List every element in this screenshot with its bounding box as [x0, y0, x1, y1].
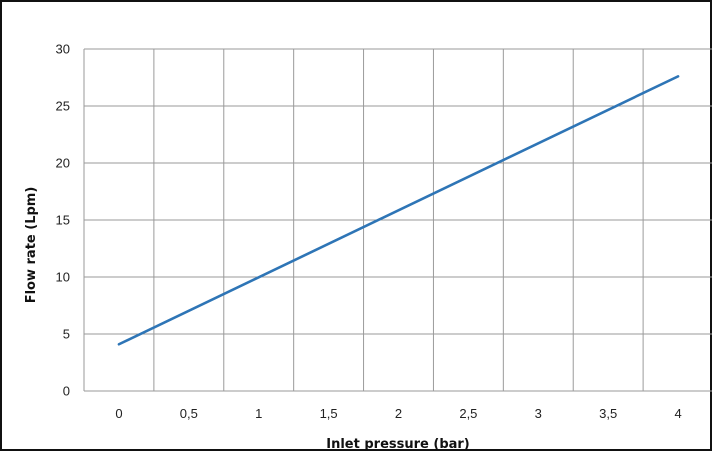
- series-layer: [117, 75, 680, 346]
- x-tick-label: 2,5: [459, 406, 477, 421]
- y-tick-label: 30: [56, 42, 70, 57]
- x-tick-label: 4: [674, 406, 681, 421]
- y-tick-label: 5: [63, 327, 70, 342]
- x-tick-label: 0: [115, 406, 122, 421]
- x-tick-labels: 0 0,5 1 1,5 2 2,5 3 3,5 4: [115, 406, 681, 421]
- series-line: [117, 75, 680, 346]
- x-axis-title: Inlet pressure (bar): [326, 437, 470, 452]
- y-tick-labels: 0 5 10 15 20 25 30: [56, 42, 70, 399]
- x-tick-label: 3,5: [599, 406, 617, 421]
- x-tick-label: 2: [395, 406, 402, 421]
- x-tick-label: 1,5: [320, 406, 338, 421]
- y-tick-label: 25: [56, 99, 70, 114]
- y-tick-label: 10: [56, 270, 70, 285]
- y-tick-label: 15: [56, 213, 70, 228]
- y-axis-title: Flow rate (Lpm): [24, 187, 39, 304]
- grid: [83, 48, 712, 392]
- x-tick-label: 1: [255, 406, 262, 421]
- x-tick-label: 0,5: [180, 406, 198, 421]
- y-tick-label: 20: [56, 156, 70, 171]
- y-tick-label: 0: [63, 384, 70, 399]
- x-tick-label: 3: [535, 406, 542, 421]
